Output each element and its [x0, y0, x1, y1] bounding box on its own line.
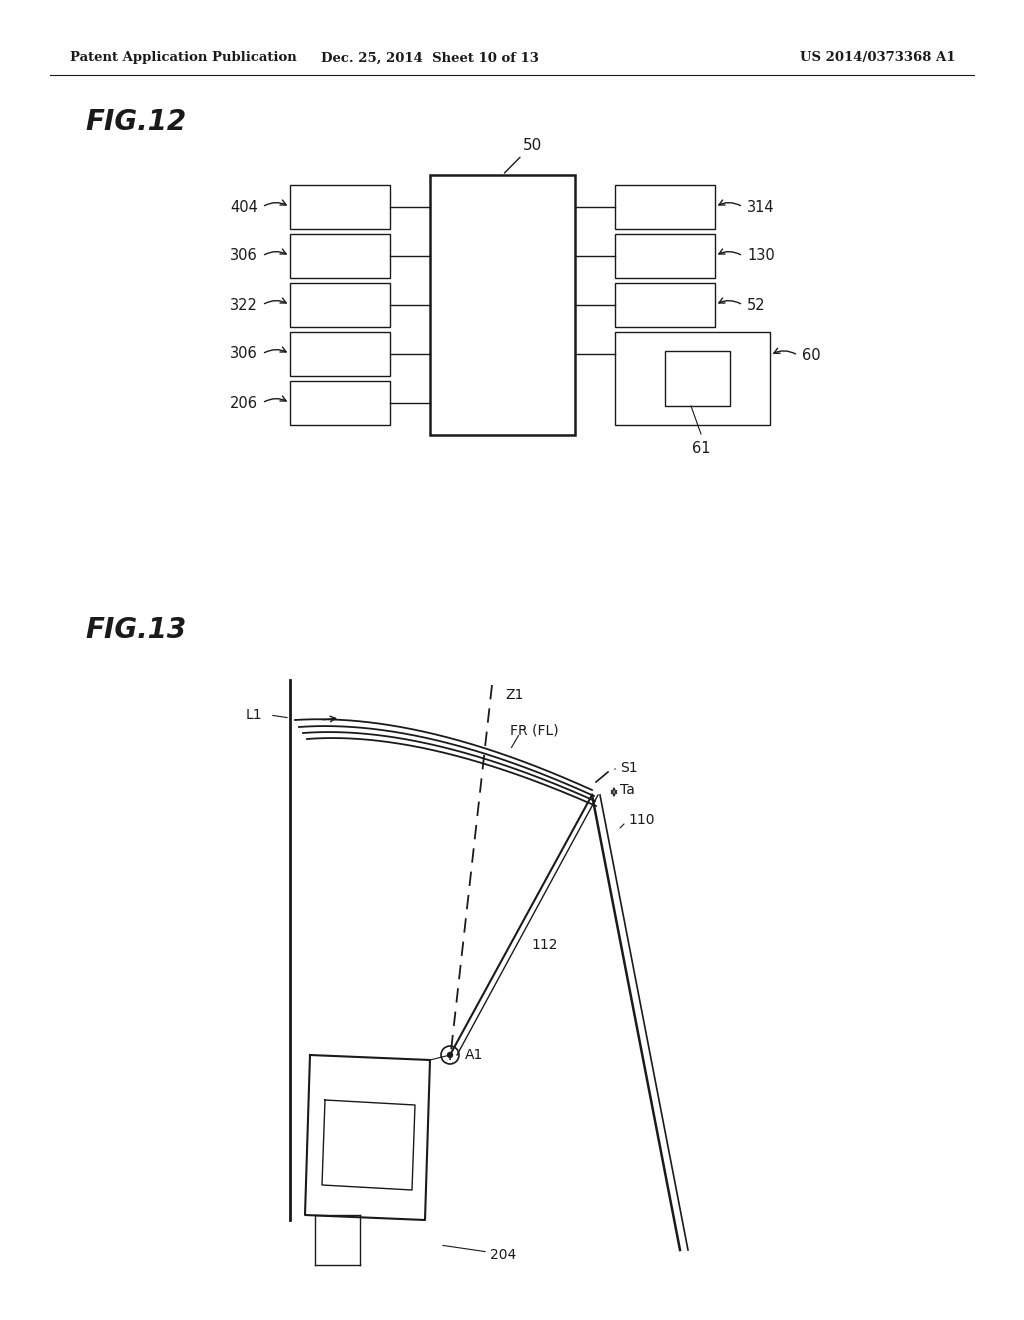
Text: FR (FL): FR (FL) — [510, 723, 559, 737]
Text: Ta: Ta — [620, 783, 635, 797]
Text: 206: 206 — [230, 396, 258, 411]
Bar — [615, 333, 770, 425]
Text: 306: 306 — [230, 248, 258, 264]
Text: 314: 314 — [746, 199, 774, 214]
Text: L1: L1 — [246, 708, 262, 722]
Text: 112: 112 — [531, 939, 557, 952]
Text: 306: 306 — [230, 346, 258, 362]
Text: FIG.13: FIG.13 — [85, 616, 186, 644]
Text: A1: A1 — [465, 1048, 483, 1063]
Circle shape — [447, 1052, 453, 1057]
Text: Patent Application Publication: Patent Application Publication — [70, 51, 297, 65]
Circle shape — [441, 1045, 459, 1064]
Bar — [290, 185, 390, 228]
Bar — [665, 351, 730, 407]
Text: Dec. 25, 2014  Sheet 10 of 13: Dec. 25, 2014 Sheet 10 of 13 — [322, 51, 539, 65]
Text: 61: 61 — [692, 441, 711, 455]
Bar — [430, 176, 575, 436]
Text: FIG.12: FIG.12 — [85, 108, 186, 136]
Text: 52: 52 — [746, 297, 766, 313]
Text: 110: 110 — [628, 813, 654, 828]
Text: S1: S1 — [620, 762, 638, 775]
Bar — [290, 381, 390, 425]
Text: US 2014/0373368 A1: US 2014/0373368 A1 — [800, 51, 955, 65]
Bar — [290, 282, 390, 327]
Text: Z1: Z1 — [505, 688, 523, 702]
Text: 130: 130 — [746, 248, 775, 264]
Text: 322: 322 — [230, 297, 258, 313]
Bar — [290, 333, 390, 376]
Bar — [615, 282, 715, 327]
Text: 404: 404 — [230, 199, 258, 214]
Text: 204: 204 — [490, 1247, 516, 1262]
Bar — [615, 185, 715, 228]
Bar — [290, 234, 390, 279]
Text: 60: 60 — [802, 347, 820, 363]
Text: 50: 50 — [505, 137, 542, 173]
Bar — [615, 234, 715, 279]
